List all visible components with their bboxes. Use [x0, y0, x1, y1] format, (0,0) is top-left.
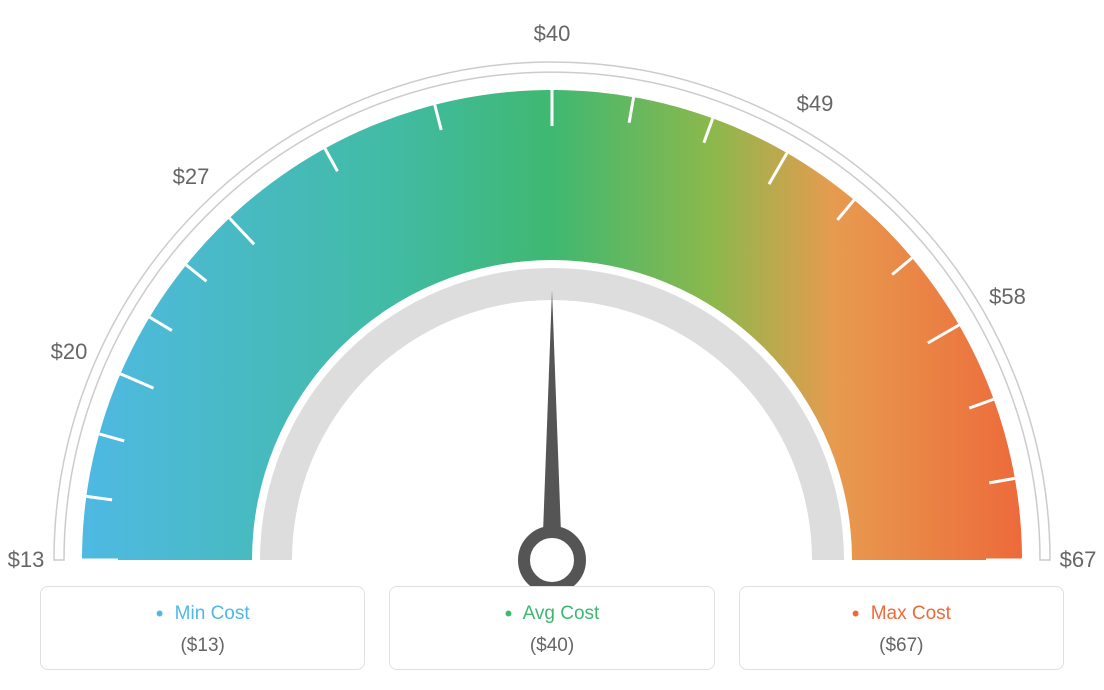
card-avg-title-row: • Avg Cost	[390, 601, 713, 627]
dot-icon: •	[852, 601, 860, 626]
scale-label: $67	[1060, 547, 1097, 573]
scale-label: $27	[173, 164, 210, 190]
card-min-title-row: • Min Cost	[41, 601, 364, 627]
gauge-chart: { "gauge": { "center_x": 552, "center_y"…	[0, 0, 1104, 690]
card-min-value: ($13)	[41, 635, 364, 657]
card-max-cost: • Max Cost ($67)	[739, 586, 1064, 670]
scale-label: $49	[797, 91, 834, 117]
card-avg-value: ($40)	[390, 635, 713, 657]
card-max-value: ($67)	[740, 635, 1063, 657]
card-avg-cost: • Avg Cost ($40)	[389, 586, 714, 670]
legend-cards: • Min Cost ($13) • Avg Cost ($40) • Max …	[40, 586, 1064, 670]
card-max-title-row: • Max Cost	[740, 601, 1063, 627]
dot-icon: •	[505, 601, 513, 626]
card-max-title: Max Cost	[871, 603, 951, 624]
dot-icon: •	[156, 601, 164, 626]
scale-label: $58	[989, 284, 1026, 310]
scale-label: $20	[51, 339, 88, 365]
card-min-cost: • Min Cost ($13)	[40, 586, 365, 670]
scale-label: $13	[8, 547, 45, 573]
gauge-svg	[0, 20, 1104, 590]
gauge-area: $13 $20 $27 $40 $49 $58 $67	[0, 0, 1104, 570]
card-avg-title: Avg Cost	[523, 603, 600, 624]
card-min-title: Min Cost	[175, 603, 250, 624]
scale-label: $40	[534, 21, 571, 47]
